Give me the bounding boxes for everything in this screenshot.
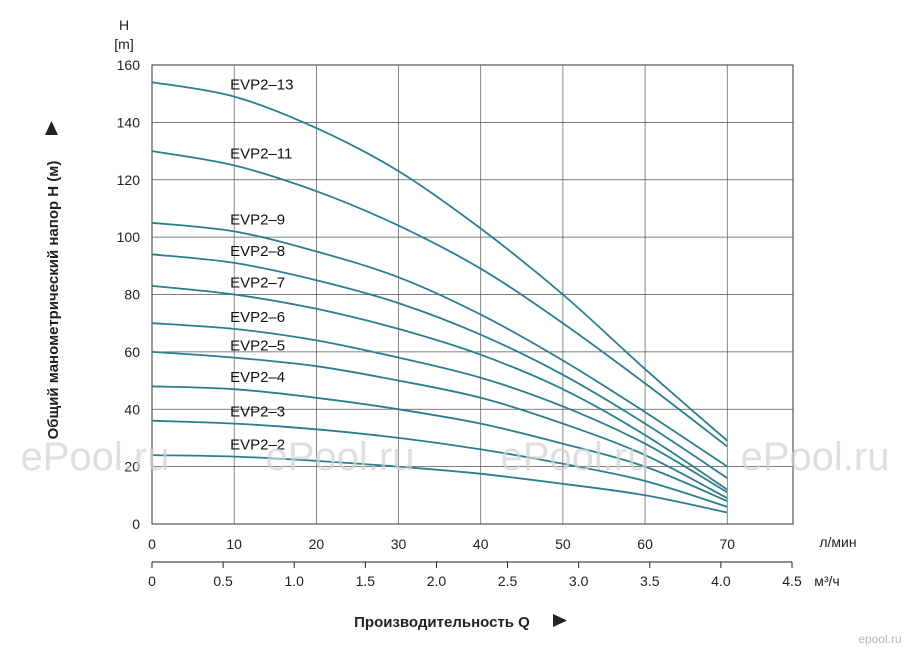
x-tick-label-m3h: 4.0 [711,573,731,589]
series-line [151,385,728,502]
y-unit: [m] [114,36,133,52]
y-tick-label: 100 [117,229,141,245]
y-tick-label: 0 [132,516,140,532]
x-tick-label-lmin: 20 [309,536,325,552]
curves [151,81,728,514]
y-tick-label: 80 [124,287,140,303]
x-axis-title: Производительность Q [354,614,530,631]
watermark-text: ePool.ru [266,435,415,479]
x-tick-label-lmin: 0 [148,536,156,552]
series-label: EVP2–2 [230,437,285,454]
x-tick-label-lmin: 10 [226,536,242,552]
axes: 0 20 40 60 80 100 120 140 160 0 10 20 30 40 50 60 70 л/ми… [45,17,857,631]
watermark-text: ePool.ru [21,435,170,479]
y-tick-label: 120 [117,172,141,188]
watermark-text: ePool.ru [741,435,890,479]
x-tick-label-m3h: 1.5 [356,573,376,589]
series-line [151,81,728,442]
y-tick-label: 140 [117,114,141,130]
series-label: EVP2–13 [230,77,293,94]
x-tick-label-m3h: 3.5 [640,573,660,589]
y-axis-title: Общий манометрический напор H (м) [45,161,62,440]
x-tick-label-m3h: 3.0 [569,573,589,589]
x-unit-m3h: м³/ч [814,573,839,589]
series-label: EVP2–8 [230,243,285,260]
series-line [151,454,728,514]
x-tick-label-m3h: 2.5 [498,573,518,589]
series-line [151,221,728,468]
x-unit-lmin: л/мин [819,534,856,550]
series-label: EVP2–7 [230,275,285,292]
series-label: EVP2–3 [230,404,285,421]
y-tick-label: 160 [117,57,141,73]
series-label: EVP2–11 [230,145,292,162]
y-unit-symbol: H [119,17,129,33]
series-label: EVP2–9 [230,211,285,228]
series-line [151,285,728,491]
x-axis-arrow-icon [553,614,567,627]
series-line [151,351,728,499]
x-tick-label-m3h: 2.0 [427,573,447,589]
grid [151,64,794,525]
x-tick-label-lmin: 70 [719,536,735,552]
series-line [151,322,728,494]
watermark-text: ePool.ru [501,435,650,479]
footer-logo: epool.ru [858,632,901,646]
x-tick-label-m3h: 0.5 [213,573,233,589]
y-axis-arrow-icon [45,121,58,135]
x-tick-label-m3h: 0 [148,573,156,589]
series-label: EVP2–5 [230,338,285,355]
y-tick-label: 60 [124,344,140,360]
x-tick-label-m3h: 1.0 [284,573,304,589]
x-tick-label-lmin: 30 [391,536,407,552]
y-tick-label: 20 [124,459,140,475]
curve-labels: EVP2–13 EVP2–11 EVP2–9 EVP2–8 EVP2–7 EVP2–6 EV… [230,77,293,454]
watermarks: ePool.ru ePool.ru ePool.ru ePool.ru epool.ru [21,435,902,646]
series-label: EVP2–6 [230,309,285,326]
series-line [151,253,728,479]
x-tick-label-m3h: 4.5 [782,573,802,589]
series-line [151,150,728,448]
series-label: EVP2–4 [230,369,285,386]
x-tick-label-lmin: 50 [555,536,571,552]
series-line [151,419,728,508]
x-tick-label-lmin: 60 [637,536,653,552]
y-tick-label: 40 [124,401,140,417]
x-tick-label-lmin: 40 [473,536,489,552]
